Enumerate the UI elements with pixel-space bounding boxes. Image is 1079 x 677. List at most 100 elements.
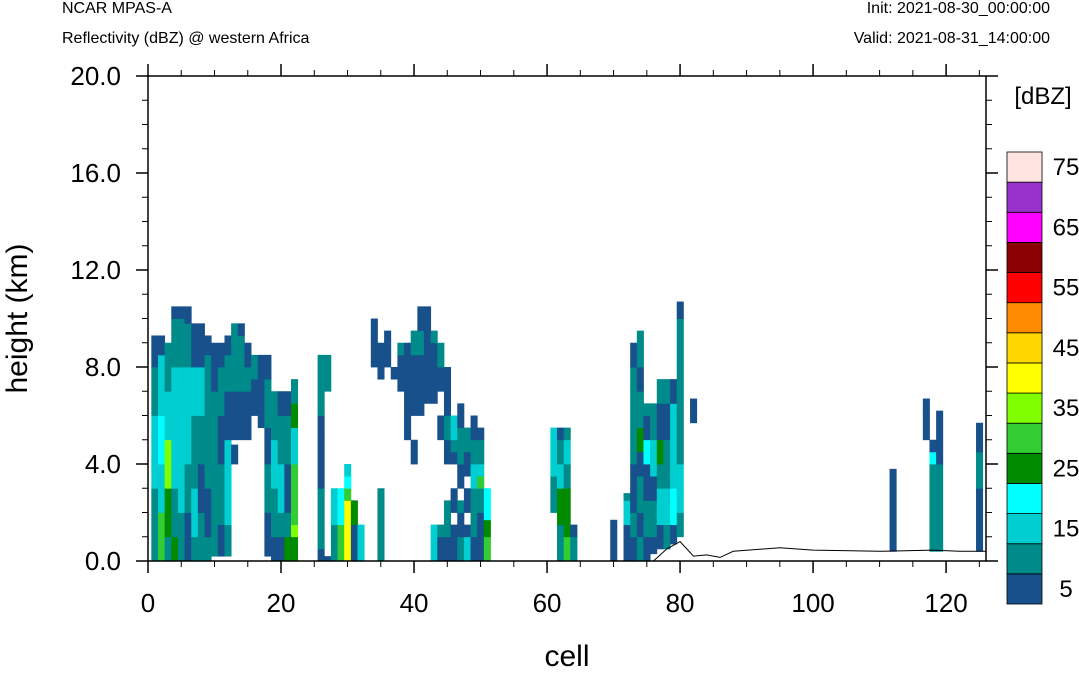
heatmap-cell [344, 464, 352, 477]
colorbar-swatch [1006, 483, 1043, 515]
heatmap-cell [463, 488, 471, 513]
heatmap-cell [443, 439, 452, 465]
heatmap-cell [437, 415, 445, 441]
heatmap-cell [244, 391, 252, 441]
heatmap-cell [197, 415, 205, 465]
heatmap-cell [670, 488, 678, 526]
heatmap-cell [430, 524, 438, 562]
heatmap-cell [424, 306, 432, 380]
heatmap-cell [217, 367, 225, 416]
heatmap-cell [563, 427, 571, 441]
heatmap-cell [477, 476, 485, 489]
x-tick-label: 40 [400, 588, 429, 618]
x-tick-label: 60 [533, 588, 562, 618]
heatmap-cell [211, 512, 219, 557]
heatmap-cell [397, 342, 405, 356]
heatmap-cell [470, 536, 478, 562]
heatmap-cell [217, 524, 225, 557]
y-tick-label: 20.0 [70, 61, 121, 91]
heatmap-cells [151, 301, 984, 562]
heatmap-cell [204, 335, 212, 356]
heatmap-cell [643, 536, 651, 562]
heatmap-cell [257, 391, 265, 429]
heatmap-cell [217, 415, 225, 465]
heatmap-cell [157, 512, 166, 562]
heatmap-cell [636, 427, 644, 453]
heatmap-cell [417, 306, 425, 332]
heatmap-cell [290, 464, 299, 489]
heatmap-cell [264, 512, 272, 557]
heatmap-cell [457, 427, 465, 465]
heatmap-cell [151, 335, 159, 368]
heatmap-cell [197, 512, 205, 562]
heatmap-cell [337, 488, 345, 526]
heatmap-cell [350, 500, 358, 526]
heatmap-cell [676, 301, 684, 319]
heatmap-cell [370, 342, 378, 368]
colorbar-swatch [1006, 181, 1043, 213]
heatmap-cell [929, 464, 937, 489]
heatmap-cell [663, 403, 671, 441]
x-tick-label: 80 [666, 588, 695, 618]
heatmap-cell [157, 354, 166, 416]
heatmap-cell [643, 500, 651, 538]
colorbar-label: 5 [1059, 576, 1072, 603]
heatmap-cell [470, 512, 478, 538]
heatmap-cell [470, 415, 478, 441]
heatmap-cell [171, 318, 179, 368]
heatmap-cell [177, 439, 185, 513]
heatmap-cell [477, 439, 485, 465]
heatmap-cell [271, 488, 279, 538]
heatmap-cell [284, 391, 292, 416]
heatmap-cell [377, 342, 385, 380]
heatmap-cell [184, 306, 192, 324]
heatmap-cell [623, 493, 631, 501]
heatmap-cell [410, 354, 418, 416]
heatmap-cell [191, 367, 199, 416]
colorbar: 5 15 25 35 45 55 65 75 [1006, 151, 1079, 605]
heatmap-cell [290, 488, 299, 526]
heatmap-cell [443, 367, 452, 392]
colorbar-label: 75 [1053, 154, 1079, 181]
heatmap-cell [237, 391, 245, 441]
heatmap-cell [550, 427, 558, 477]
heatmap-cell [477, 464, 485, 477]
heatmap-cell [197, 367, 205, 416]
colorbar-label: 15 [1053, 516, 1079, 543]
heatmap-cell [656, 524, 664, 550]
heatmap-cell [177, 367, 185, 441]
heatmap-cell [284, 415, 292, 465]
heatmap-cell [450, 488, 458, 513]
heatmap-cell [936, 439, 944, 465]
heatmap-cell [437, 536, 445, 562]
heatmap-cell [663, 439, 671, 489]
heatmap-cell [630, 391, 638, 441]
heatmap-cell [936, 410, 944, 441]
heatmap-cell [204, 488, 212, 538]
heatmap-cell [410, 439, 418, 465]
heatmap-cell [357, 524, 365, 562]
heatmap-cell [204, 354, 212, 416]
heatmap-cell [171, 488, 179, 538]
heatmap-cell [277, 536, 285, 562]
heatmap-cell [630, 536, 638, 562]
heatmap-cell [570, 524, 578, 538]
colorbar-title: [dBZ] [1014, 83, 1071, 110]
heatmap-cell [317, 548, 325, 562]
heatmap-cell [164, 439, 172, 489]
heatmap-cell [670, 524, 678, 545]
heatmap-cell [463, 451, 471, 477]
heatmap-cell [171, 439, 179, 489]
heatmap-cell [224, 335, 232, 356]
y-tick-label: 12.0 [70, 255, 121, 285]
heatmap-cell [483, 536, 491, 562]
colorbar-label: 65 [1053, 214, 1079, 241]
heatmap-cell [284, 464, 292, 513]
heatmap-cell [922, 398, 930, 416]
heatmap-cell [430, 342, 438, 380]
heatmap-cell [191, 323, 199, 368]
terrain-line [148, 540, 986, 562]
heatmap-cell [889, 468, 897, 552]
heatmap-cell [344, 488, 352, 501]
colorbar-swatch [1006, 151, 1043, 183]
